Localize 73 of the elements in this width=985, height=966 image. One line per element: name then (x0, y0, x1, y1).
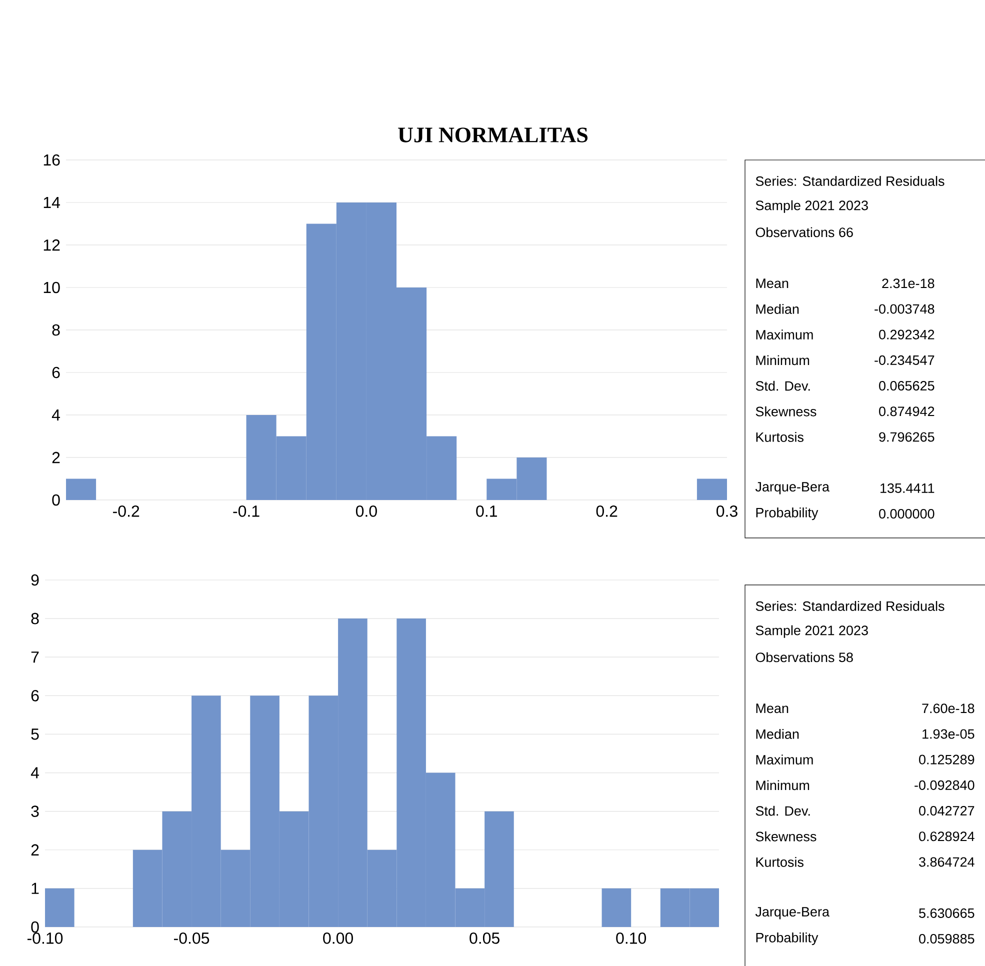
text: 135.4411 (880, 483, 934, 493)
y-tick-label: 14 (44, 196, 60, 208)
y-tick-label: 8 (31, 612, 39, 624)
text: 0.628924 (919, 832, 974, 842)
text: 0.065625 (879, 381, 934, 391)
text: -0.234547 (874, 355, 934, 365)
text: Std. Dev. (756, 806, 810, 816)
text: Median (756, 304, 799, 314)
text: Probability (756, 932, 818, 946)
text: Series: Standardized Residuals (756, 601, 944, 611)
y-tick-label: 1 (32, 882, 39, 894)
text: Minimum (756, 355, 810, 366)
x-tick-label: 0.00 (323, 932, 353, 944)
text: Probability (756, 507, 818, 520)
text: 1.93e-05 (922, 729, 974, 739)
text: Observations 58 (756, 652, 853, 662)
y-tick-label: 3 (31, 806, 39, 817)
text: Jarque-Bera (755, 482, 830, 494)
x-tick-label: 0.0 (356, 506, 377, 517)
x-tick-label: 0.2 (596, 506, 618, 517)
x-tick-label: -0.1 (233, 506, 260, 517)
y-tick-label: 0 (52, 494, 60, 506)
text: -0.092840 (914, 780, 974, 790)
x-tick-label: -0.05 (174, 932, 210, 944)
y-tick-label: 6 (31, 690, 39, 702)
text: Jarque-Bera (755, 907, 830, 920)
x-tick-label: -0.10 (27, 932, 63, 944)
text: 2.31e-18 (882, 278, 934, 288)
y-tick-label: 5 (31, 728, 39, 740)
text: 3.864724 (919, 857, 974, 867)
y-tick-label: 8 (52, 324, 60, 336)
y-tick-label: 7 (31, 652, 39, 663)
y-tick-label: 9 (31, 574, 39, 586)
y-tick-label: 12 (44, 239, 60, 251)
text: 7.60e-18 (922, 704, 974, 714)
text: 5.630665 (919, 908, 974, 918)
text: Mean (756, 704, 788, 714)
text: Kurtosis (756, 432, 804, 442)
x-tick-label: -0.2 (113, 506, 140, 517)
text: Mean (756, 278, 788, 288)
y-tick-label: 16 (44, 154, 60, 166)
y-tick-label: 0 (31, 921, 39, 933)
text: 0.292342 (879, 330, 934, 340)
text: 0.042727 (919, 806, 974, 816)
chart-title: UJI NORMALITAS (398, 128, 588, 142)
text: Maximum (756, 754, 813, 765)
text: Median (756, 729, 799, 739)
text: 9.796265 (879, 432, 934, 442)
text: Minimum (756, 780, 810, 790)
text: 0.000000 (879, 509, 934, 519)
text: Observations 66 (756, 227, 853, 238)
y-tick-label: 4 (30, 767, 39, 778)
text: 0.059885 (919, 934, 974, 944)
text: Skewness (756, 406, 816, 416)
text: Std. Dev. (756, 380, 810, 391)
y-tick-label: 2 (31, 844, 39, 856)
y-tick-label: 6 (52, 366, 60, 378)
x-tick-label: 0.3 (716, 506, 738, 517)
text: Series: Standardized Residuals (756, 176, 944, 186)
text: -0.003748 (874, 304, 934, 314)
x-tick-label: 0.05 (470, 932, 500, 944)
text: Skewness (756, 831, 816, 842)
y-tick-label: 2 (52, 452, 60, 464)
x-tick-label: 0.1 (476, 506, 497, 517)
text: 0.125289 (919, 754, 974, 764)
text: Sample 2021 2023 (756, 200, 868, 213)
text: Maximum (756, 330, 813, 340)
y-tick-label: 10 (44, 282, 60, 294)
text: Kurtosis (756, 857, 804, 867)
x-tick-label: 0.10 (616, 932, 646, 944)
text: Sample 2021 2023 (756, 625, 868, 638)
text: 0.874942 (879, 406, 934, 416)
y-tick-label: 4 (52, 409, 60, 420)
